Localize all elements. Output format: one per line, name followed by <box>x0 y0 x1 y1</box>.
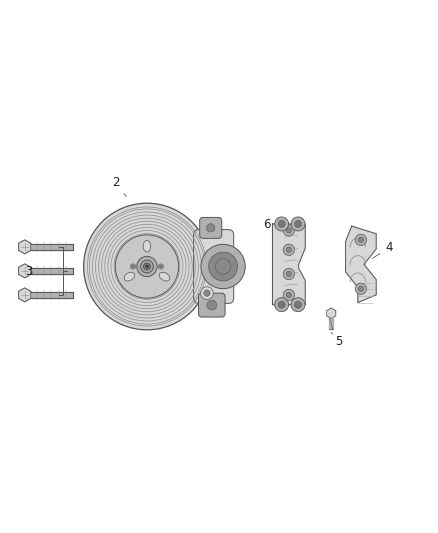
Circle shape <box>286 228 291 233</box>
Text: 1: 1 <box>203 302 211 315</box>
Circle shape <box>131 264 136 269</box>
Circle shape <box>144 263 150 270</box>
Circle shape <box>358 286 364 292</box>
Circle shape <box>283 244 294 255</box>
Circle shape <box>283 268 294 280</box>
Circle shape <box>145 265 148 268</box>
Circle shape <box>286 247 291 253</box>
Circle shape <box>275 217 289 231</box>
Ellipse shape <box>159 272 170 281</box>
Circle shape <box>278 301 285 308</box>
Circle shape <box>278 221 285 228</box>
Circle shape <box>159 265 162 268</box>
Circle shape <box>207 300 217 310</box>
Text: 2: 2 <box>112 176 126 197</box>
Polygon shape <box>272 224 305 305</box>
Circle shape <box>286 271 291 277</box>
Circle shape <box>208 252 237 281</box>
Circle shape <box>355 234 367 246</box>
Circle shape <box>286 293 291 297</box>
Circle shape <box>283 289 294 301</box>
Circle shape <box>132 265 134 268</box>
Circle shape <box>291 217 305 231</box>
Circle shape <box>201 244 245 289</box>
Circle shape <box>294 221 301 228</box>
Circle shape <box>283 225 294 236</box>
Circle shape <box>294 301 301 308</box>
Polygon shape <box>327 308 336 318</box>
Text: 4: 4 <box>372 241 392 259</box>
Circle shape <box>207 224 215 232</box>
Text: 5: 5 <box>331 333 343 348</box>
Ellipse shape <box>143 240 151 252</box>
Text: 3: 3 <box>25 265 33 278</box>
Circle shape <box>137 256 157 277</box>
Circle shape <box>204 290 210 296</box>
Ellipse shape <box>124 272 135 281</box>
Circle shape <box>275 298 289 312</box>
Polygon shape <box>19 288 31 302</box>
Polygon shape <box>19 240 31 254</box>
FancyBboxPatch shape <box>198 293 225 317</box>
Circle shape <box>115 235 179 298</box>
Circle shape <box>215 259 231 274</box>
Circle shape <box>84 203 210 330</box>
Circle shape <box>291 298 305 312</box>
FancyBboxPatch shape <box>194 230 234 303</box>
Circle shape <box>201 287 213 300</box>
Circle shape <box>141 260 153 273</box>
Text: 6: 6 <box>263 218 274 238</box>
Polygon shape <box>19 264 31 278</box>
Circle shape <box>358 237 364 243</box>
Polygon shape <box>346 226 376 303</box>
FancyBboxPatch shape <box>200 217 222 238</box>
Circle shape <box>159 264 163 269</box>
Circle shape <box>355 283 367 294</box>
